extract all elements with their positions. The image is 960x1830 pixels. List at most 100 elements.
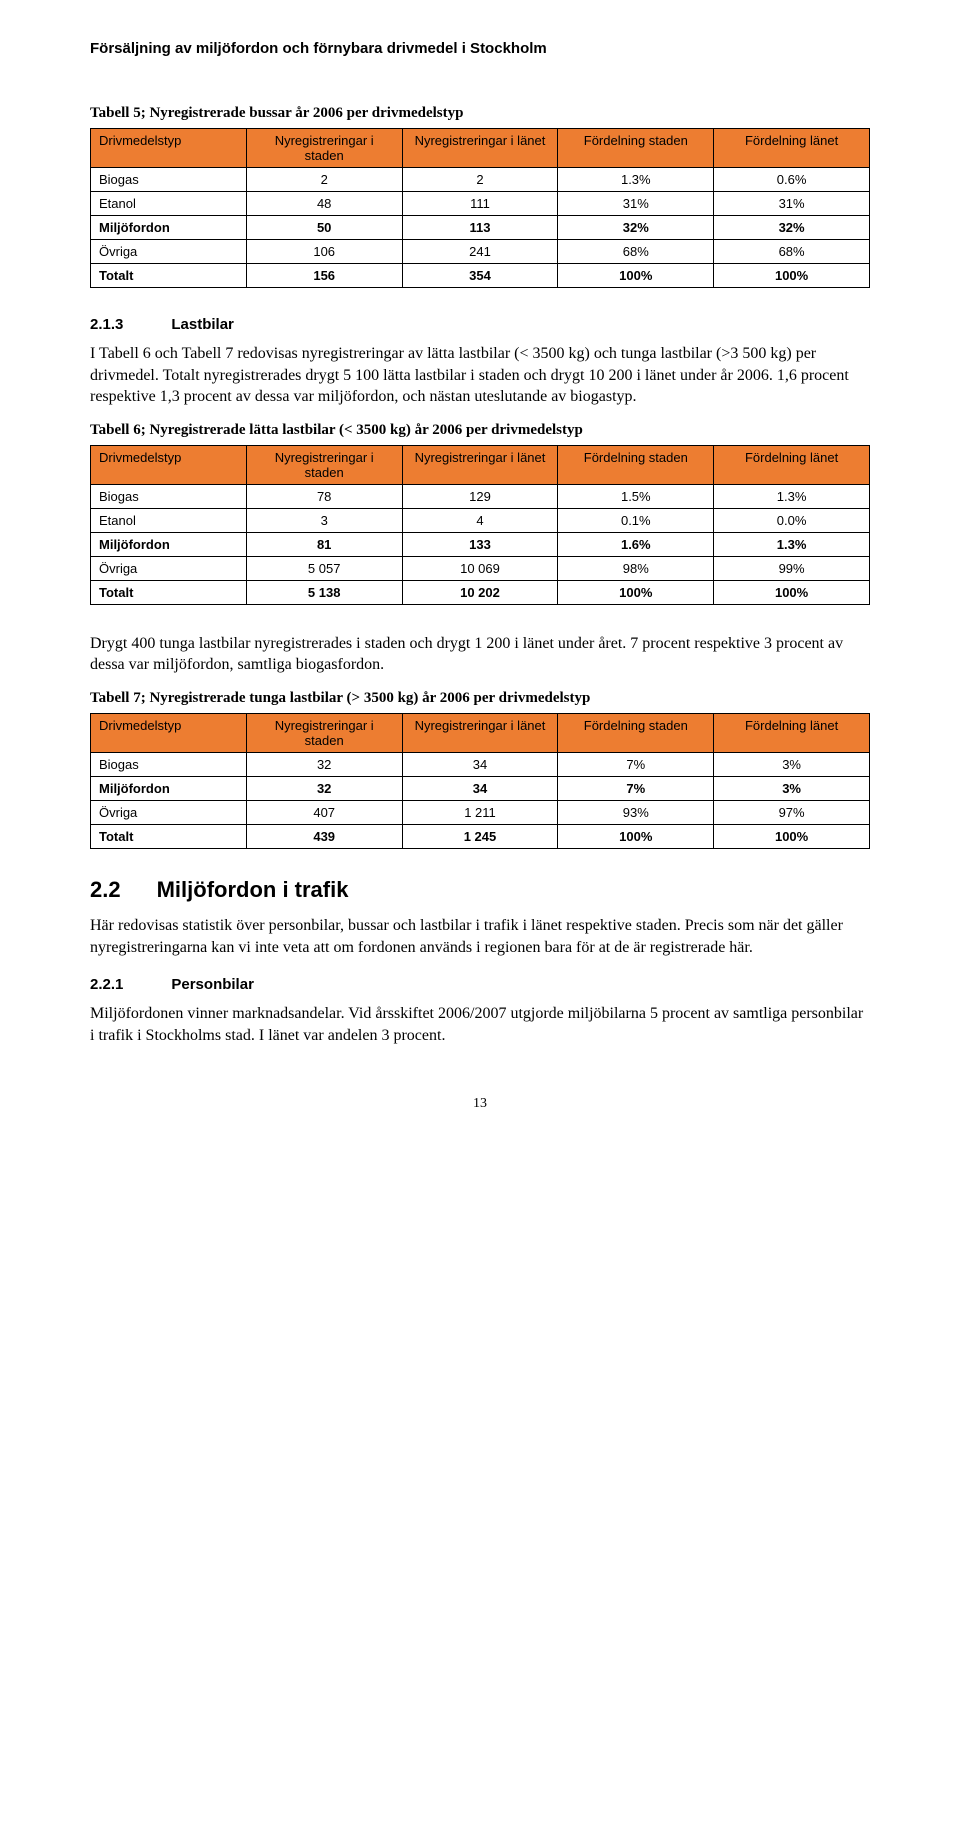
table-header-cell: Nyregistreringar i staden [246, 129, 402, 168]
table-cell: 111 [402, 192, 558, 216]
table-cell: 1 245 [402, 824, 558, 848]
table5-caption: Tabell 5; Nyregistrerade bussar år 2006 … [90, 105, 870, 122]
table-cell: Biogas [91, 484, 247, 508]
table-cell: 2 [246, 168, 402, 192]
table-cell: 10 069 [402, 556, 558, 580]
table-cell: 10 202 [402, 580, 558, 604]
table-cell: 407 [246, 800, 402, 824]
table6-caption: Tabell 6; Nyregistrerade lätta lastbilar… [90, 422, 870, 439]
mid-para: Drygt 400 tunga lastbilar nyregistrerade… [90, 633, 870, 676]
table-cell: 3% [714, 776, 870, 800]
table-cell: 68% [558, 240, 714, 264]
heading-title: Lastbilar [171, 316, 234, 333]
table-cell: 4 [402, 508, 558, 532]
heading-2-1-3: 2.1.3 Lastbilar [90, 316, 870, 333]
table-cell: 99% [714, 556, 870, 580]
table7-header-row: DrivmedelstypNyregistreringar i stadenNy… [91, 713, 870, 752]
table-cell: Biogas [91, 168, 247, 192]
table-row: Biogas221.3%0.6% [91, 168, 870, 192]
table-header-cell: Nyregistreringar i staden [246, 445, 402, 484]
table-cell: Miljöfordon [91, 216, 247, 240]
table-cell: 5 057 [246, 556, 402, 580]
table-cell: 100% [558, 264, 714, 288]
table-cell: 1.3% [714, 532, 870, 556]
table-cell: Biogas [91, 752, 247, 776]
table-header-cell: Fördelning staden [558, 713, 714, 752]
table-header-cell: Fördelning länet [714, 129, 870, 168]
table-cell: 78 [246, 484, 402, 508]
table-header-cell: Nyregistreringar i länet [402, 129, 558, 168]
table-cell: 133 [402, 532, 558, 556]
table-header-cell: Fördelning länet [714, 713, 870, 752]
table-cell: 7% [558, 752, 714, 776]
table-row: Totalt5 13810 202100%100% [91, 580, 870, 604]
table-row: Etanol340.1%0.0% [91, 508, 870, 532]
heading-2-2: 2.2Miljöfordon i trafik [90, 877, 870, 903]
para-2-2-1: Miljöfordonen vinner marknadsandelar. Vi… [90, 1003, 870, 1046]
table-header-cell: Drivmedelstyp [91, 445, 247, 484]
table-cell: 354 [402, 264, 558, 288]
table-header-cell: Fördelning länet [714, 445, 870, 484]
table-row: Miljöfordon811331.6%1.3% [91, 532, 870, 556]
table6-body: Biogas781291.5%1.3%Etanol340.1%0.0%Miljö… [91, 484, 870, 604]
table-cell: Totalt [91, 824, 247, 848]
table-cell: 34 [402, 752, 558, 776]
table-cell: 0.1% [558, 508, 714, 532]
table-header-cell: Nyregistreringar i staden [246, 713, 402, 752]
table5-body: Biogas221.3%0.6%Etanol4811131%31%Miljöfo… [91, 168, 870, 288]
table-cell: 156 [246, 264, 402, 288]
table-cell: 32 [246, 752, 402, 776]
table-cell: Miljöfordon [91, 532, 247, 556]
table-cell: 5 138 [246, 580, 402, 604]
table-cell: 97% [714, 800, 870, 824]
table-cell: 32% [558, 216, 714, 240]
table-cell: 32 [246, 776, 402, 800]
table-row: Miljöfordon32347%3% [91, 776, 870, 800]
heading-num: 2.2.1 [90, 976, 123, 993]
page-number: 13 [90, 1096, 870, 1112]
table-cell: Etanol [91, 192, 247, 216]
table-cell: 1.3% [558, 168, 714, 192]
table-cell: 50 [246, 216, 402, 240]
table-cell: 129 [402, 484, 558, 508]
table-cell: 81 [246, 532, 402, 556]
table-header-cell: Nyregistreringar i länet [402, 445, 558, 484]
table-cell: 100% [558, 580, 714, 604]
heading-2-2-1: 2.2.1Personbilar [90, 976, 870, 993]
para-2-2: Här redovisas statistik över personbilar… [90, 915, 870, 958]
table-cell: 2 [402, 168, 558, 192]
table-cell: 93% [558, 800, 714, 824]
table-cell: 1.3% [714, 484, 870, 508]
table-cell: 34 [402, 776, 558, 800]
table6-header-row: DrivmedelstypNyregistreringar i stadenNy… [91, 445, 870, 484]
table-cell: 1.5% [558, 484, 714, 508]
table-cell: Miljöfordon [91, 776, 247, 800]
table-cell: 31% [714, 192, 870, 216]
table-cell: 100% [714, 824, 870, 848]
table5: DrivmedelstypNyregistreringar i stadenNy… [90, 128, 870, 288]
table-row: Övriga4071 21193%97% [91, 800, 870, 824]
table-row: Totalt4391 245100%100% [91, 824, 870, 848]
para-2-1-3: I Tabell 6 och Tabell 7 redovisas nyregi… [90, 343, 870, 408]
table-cell: Etanol [91, 508, 247, 532]
table-cell: 68% [714, 240, 870, 264]
table-row: Biogas781291.5%1.3% [91, 484, 870, 508]
table-header-cell: Fördelning staden [558, 129, 714, 168]
table-cell: 100% [558, 824, 714, 848]
table-cell: 0.0% [714, 508, 870, 532]
table-cell: 0.6% [714, 168, 870, 192]
table7-body: Biogas32347%3%Miljöfordon32347%3%Övriga4… [91, 752, 870, 848]
table6: DrivmedelstypNyregistreringar i stadenNy… [90, 445, 870, 605]
table7: DrivmedelstypNyregistreringar i stadenNy… [90, 713, 870, 849]
table-cell: 100% [714, 580, 870, 604]
heading-num: 2.2 [90, 877, 121, 903]
table-cell: 100% [714, 264, 870, 288]
table-cell: Övriga [91, 556, 247, 580]
table7-caption: Tabell 7; Nyregistrerade tunga lastbilar… [90, 690, 870, 707]
heading-num: 2.1.3 [90, 316, 123, 333]
table-cell: 241 [402, 240, 558, 264]
table-header-cell: Drivmedelstyp [91, 713, 247, 752]
table-row: Biogas32347%3% [91, 752, 870, 776]
table-row: Övriga10624168%68% [91, 240, 870, 264]
table-cell: Totalt [91, 580, 247, 604]
